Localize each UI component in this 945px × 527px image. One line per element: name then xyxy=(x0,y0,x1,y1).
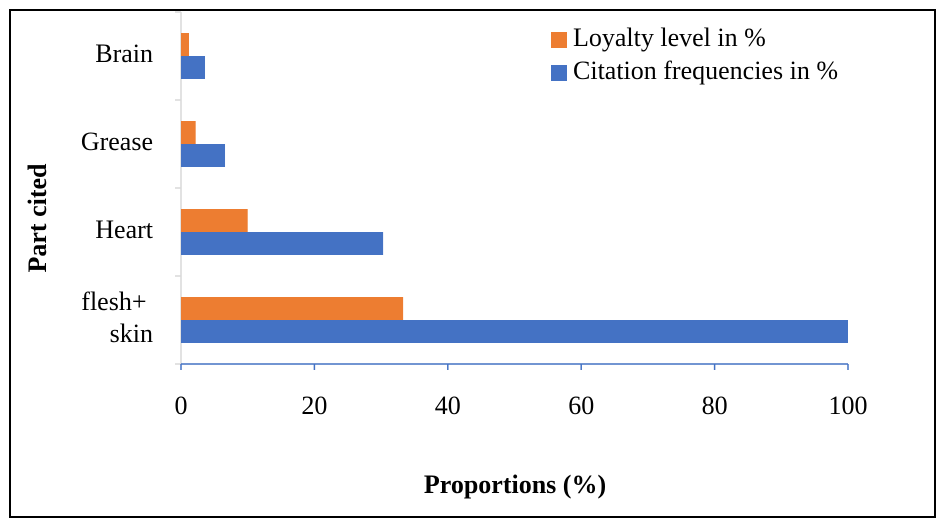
x-tick-label: 40 xyxy=(435,391,461,420)
bar xyxy=(181,232,384,255)
bar xyxy=(181,33,190,56)
y-tick-label: Heart xyxy=(95,215,154,244)
x-tick-label: 80 xyxy=(702,391,728,420)
bar xyxy=(181,121,196,144)
x-tick-label: 0 xyxy=(175,391,188,420)
x-tick-label: 20 xyxy=(301,391,327,420)
x-tick-label: 100 xyxy=(829,391,868,420)
y-tick-label: Grease xyxy=(81,127,153,156)
legend-label: Loyalty level in % xyxy=(573,23,766,52)
x-tick-label: 60 xyxy=(568,391,594,420)
y-tick-label: flesh+ skin xyxy=(81,287,153,348)
bar xyxy=(181,144,226,167)
bar xyxy=(181,209,248,232)
bar xyxy=(181,297,404,320)
bar xyxy=(181,56,206,79)
legend-swatch xyxy=(551,32,567,48)
y-axis-title: Part cited xyxy=(23,163,52,273)
y-tick-label: Brain xyxy=(95,39,153,68)
chart-frame xyxy=(9,9,936,518)
legend-label: Citation frequencies in % xyxy=(573,56,838,85)
bar xyxy=(181,320,848,343)
x-axis-title: Proportions (%) xyxy=(424,470,606,499)
legend-swatch xyxy=(551,65,567,81)
